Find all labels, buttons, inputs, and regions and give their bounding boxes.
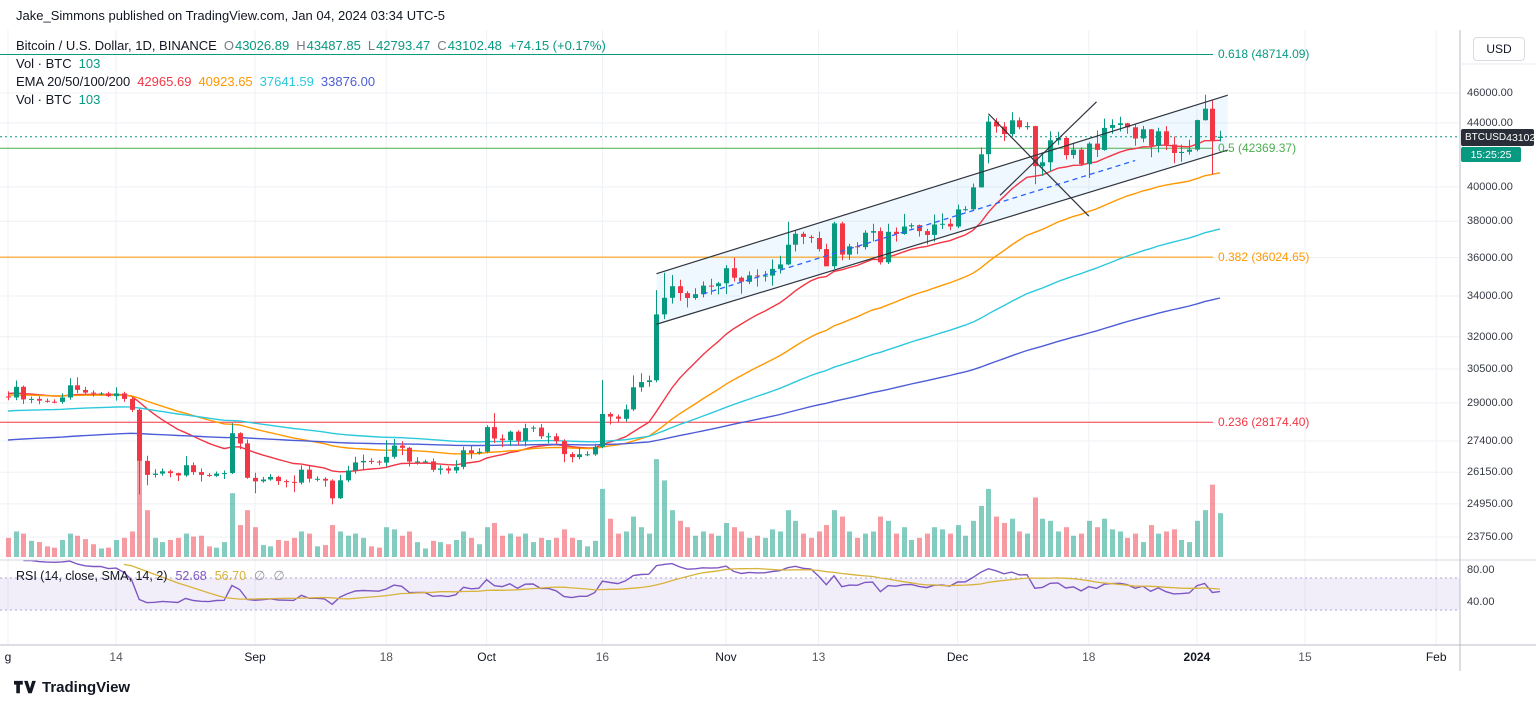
volume-value: 103 — [78, 55, 101, 71]
high-label: H — [296, 37, 306, 53]
price-tick: 24950.00 — [1467, 497, 1513, 510]
fib-label: 0.618 (48714.09) — [1218, 47, 1310, 62]
time-axis[interactable]: g 14 Sep 18 Oct 16 Nov 13 Dec 18 2024 15 Feb — [0, 645, 1460, 672]
ema-row[interactable]: EMA 20/50/100/200 42965.69 40923.65 3764… — [16, 72, 606, 90]
high-value: 43487.85 — [306, 37, 361, 53]
price-tick: 44000.00 — [1467, 116, 1513, 129]
trendline[interactable] — [988, 113, 1090, 217]
rsi-tick: 80.00 — [1467, 564, 1495, 576]
fib-label: 0.5 (42369.37) — [1218, 141, 1297, 156]
channel-line[interactable] — [656, 149, 1228, 325]
symbol-row[interactable]: Bitcoin / U.S. Dollar, 1D, BINANCE O 4302… — [16, 36, 606, 54]
ema-200-line — [7, 297, 1221, 447]
volume-value-2: 103 — [78, 91, 101, 107]
volume-label: Vol · BTC — [16, 55, 72, 71]
time-tick: Feb — [1425, 650, 1447, 664]
rsi-empty-1: ∅ — [254, 568, 266, 583]
ema-label: EMA 20/50/100/200 — [16, 73, 131, 89]
time-tick: 14 — [109, 650, 123, 664]
channel-fill — [656, 95, 1228, 325]
badge-price: 43102.48 — [1506, 131, 1536, 144]
price-tick: 32000.00 — [1467, 330, 1513, 343]
time-tick: Sep — [244, 650, 266, 664]
time-tick: 18 — [1082, 650, 1096, 664]
rsi-ma-value: 56.70 — [214, 569, 247, 583]
price-tick: 26150.00 — [1467, 466, 1513, 479]
rsi-value: 52.68 — [175, 569, 207, 583]
trendline[interactable] — [999, 101, 1097, 196]
close-label: C — [437, 37, 447, 53]
time-tick: 2024 — [1183, 650, 1211, 664]
legend-panel: Bitcoin / U.S. Dollar, 1D, BINANCE O 4302… — [16, 36, 606, 108]
volume-bars — [6, 457, 1223, 557]
price-tick: 36000.00 — [1467, 251, 1513, 264]
time-tick: 15 — [1298, 650, 1312, 664]
rsi-label: RSI (14, close, SMA, 14, 2) — [16, 569, 168, 583]
volume-row-2[interactable]: Vol · BTC 103 — [16, 90, 606, 108]
price-tick: 23750.00 — [1467, 530, 1513, 543]
attribution-text: Jake_Simmons published on TradingView.co… — [16, 8, 446, 23]
time-tick: Dec — [946, 650, 969, 664]
low-label: L — [367, 37, 376, 53]
price-tick: 46000.00 — [1467, 87, 1513, 99]
change-value: +74.15 (+0.17%) — [508, 37, 606, 53]
tradingview-logo-text: TradingView — [42, 679, 131, 696]
price-tick: 40000.00 — [1467, 180, 1513, 193]
rsi-legend-row[interactable]: RSI (14, close, SMA, 14, 2) 52.68 56.70 … — [16, 568, 285, 584]
bar-countdown: 15:25:25 — [1461, 147, 1521, 162]
ema20-value: 42965.69 — [137, 73, 192, 89]
ema-100-line — [7, 228, 1221, 443]
ema200-value: 33876.00 — [320, 73, 376, 89]
time-tick: Nov — [715, 650, 737, 664]
price-axis[interactable]: USD 46000.00 44000.00 40000.00 38000.00 3600… — [1460, 0, 1536, 708]
time-tick: Oct — [477, 650, 496, 664]
fib-label: 0.382 (36024.65) — [1218, 250, 1310, 265]
symbol-title: Bitcoin / U.S. Dollar, 1D, BINANCE — [16, 37, 217, 53]
ema100-value: 37641.59 — [259, 73, 314, 89]
volume-label-2: Vol · BTC — [16, 91, 72, 107]
tradingview-logo[interactable]: TradingView — [14, 679, 130, 696]
price-tick: 30500.00 — [1467, 362, 1513, 375]
time-tick: 13 — [811, 650, 826, 664]
rsi-tick: 40.00 — [1467, 596, 1495, 608]
fib-label: 0.236 (28174.40) — [1218, 415, 1310, 430]
last-price-badge: BTCUSD 43102.48 — [1461, 129, 1536, 146]
time-tick: 16 — [595, 650, 610, 664]
dashed-trendline[interactable] — [702, 159, 1136, 295]
price-tick: 27400.00 — [1467, 434, 1513, 447]
time-tick: 18 — [379, 650, 393, 664]
close-value: 43102.48 — [447, 37, 502, 53]
channel-line[interactable] — [656, 94, 1228, 275]
rsi-line — [23, 559, 1221, 606]
ema50-value: 40923.65 — [198, 73, 253, 89]
open-value: 43026.89 — [234, 37, 290, 53]
price-tick: 34000.00 — [1467, 290, 1513, 302]
rsi-empty-2: ∅ — [273, 568, 285, 583]
open-label: O — [223, 37, 234, 53]
rsi-ma-line — [123, 563, 1221, 600]
currency-toggle[interactable]: USD — [1473, 37, 1525, 61]
ema-50-line — [7, 172, 1221, 455]
time-tick: g — [4, 650, 12, 664]
price-tick: 38000.00 — [1467, 215, 1513, 228]
tradingview-logo-icon — [14, 680, 36, 694]
low-value: 42793.47 — [376, 37, 431, 53]
price-tick: 29000.00 — [1467, 396, 1513, 409]
volume-row[interactable]: Vol · BTC 103 — [16, 54, 606, 72]
badge-symbol: BTCUSD — [1465, 132, 1507, 143]
